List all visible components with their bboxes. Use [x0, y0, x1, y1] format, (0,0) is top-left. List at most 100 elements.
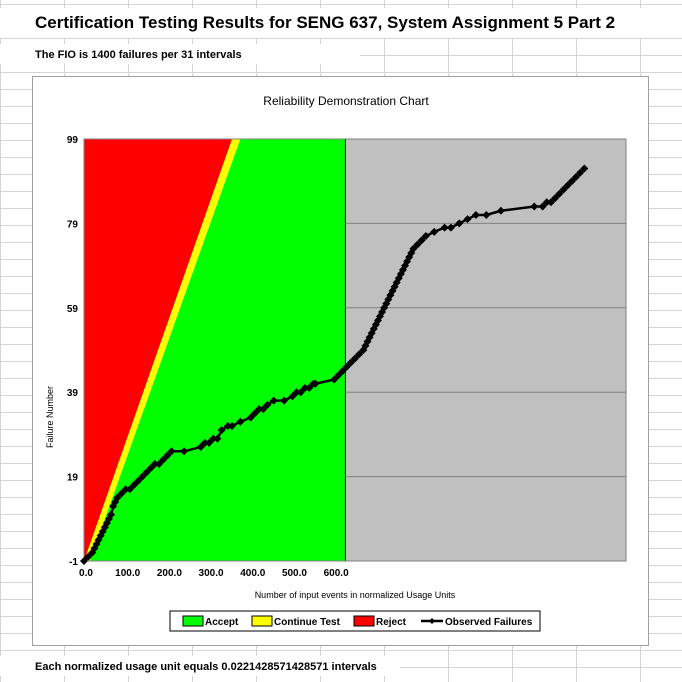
chart-title: Reliability Demonstration Chart: [263, 94, 429, 108]
observed-failure-point: [555, 189, 564, 198]
observed-failure-point: [551, 194, 560, 203]
observed-failure-point: [571, 172, 580, 181]
observed-failure-point: [471, 210, 480, 219]
observed-failure-point: [384, 295, 393, 304]
observed-failure-point: [538, 202, 547, 211]
legend: Accept Continue Test Reject Observed Failur…: [169, 610, 541, 632]
observed-failure-point: [90, 544, 99, 553]
observed-failure-point: [292, 388, 301, 397]
observed-failure-point: [155, 459, 164, 468]
observed-failure-point: [376, 312, 385, 321]
observed-failure-point: [440, 223, 449, 232]
observed-failure-point: [209, 434, 218, 443]
observed-failure-point: [236, 417, 245, 426]
title-cell-background: [0, 8, 682, 38]
legend-accept-label: Accept: [205, 617, 239, 628]
observed-failure-point: [255, 405, 264, 414]
y-tick-label: 39: [67, 388, 79, 399]
observed-failure-point: [355, 350, 364, 359]
observed-failure-point: [334, 371, 343, 380]
observed-failure-point: [455, 219, 464, 228]
observed-failure-point: [84, 552, 93, 561]
observed-failure-point: [259, 405, 268, 414]
x-tick-label: 300.0: [199, 568, 224, 579]
observed-failure-point: [580, 164, 589, 173]
legend-accept-swatch: [182, 615, 204, 627]
plot-border: [83, 138, 627, 562]
observed-failure-point: [142, 468, 151, 477]
observed-failure-point: [117, 489, 126, 498]
observed-failure-point: [223, 421, 232, 430]
observed-failure-point: [280, 396, 289, 405]
x-tick-label: 100.0: [115, 568, 140, 579]
observed-failure-point: [288, 392, 297, 401]
observed-failure-point: [496, 206, 505, 215]
legend-reject-label: Reject: [376, 617, 407, 628]
x-tick-label: 600.0: [324, 568, 349, 579]
observed-failure-point: [392, 278, 401, 287]
observed-failure-point: [305, 383, 314, 392]
observed-failure-point: [269, 396, 278, 405]
observed-failure-point: [296, 388, 305, 397]
observed-failure-point: [417, 236, 426, 245]
observed-failure-point: [263, 400, 272, 409]
observed-failure-point: [205, 438, 214, 447]
observed-failure-point: [138, 472, 147, 481]
legend-observed-failures-label: Observed Failures: [445, 617, 533, 628]
fio-note: The FIO is 1400 failures per 31 interval…: [35, 49, 242, 61]
observed-failure-point: [546, 198, 555, 207]
reliability-chart: Reliability Demonstration Chart -1 19 39 59…: [45, 94, 627, 632]
observed-failure-point: [530, 202, 539, 211]
footer-cell-background: [0, 656, 400, 676]
observed-failure-point: [159, 455, 168, 464]
continue-region: [84, 139, 241, 561]
observed-failure-point: [196, 443, 205, 452]
observed-failure-point: [563, 181, 572, 190]
observed-failure-point: [396, 270, 405, 279]
x-tick-label: 500.0: [282, 568, 307, 579]
x-tick-label: 400.0: [240, 568, 265, 579]
observed-failure-point: [121, 485, 130, 494]
y-tick-label: 59: [67, 304, 79, 315]
observed-failure-point: [380, 303, 389, 312]
observed-failure-point: [482, 210, 491, 219]
legend-reject-swatch: [353, 615, 375, 627]
y-tick-label: 19: [67, 473, 79, 484]
observed-failure-point: [213, 434, 222, 443]
observed-failure-point: [409, 244, 418, 253]
observed-failure-point: [180, 447, 189, 456]
page-title: Certification Testing Results for SENG 6…: [35, 13, 616, 32]
chart-panel[interactable]: Reliability Demonstration Chart -1 19 39 59…: [32, 76, 649, 646]
legend-continue-test-label: Continue Test: [274, 617, 341, 628]
y-tick-label: 79: [67, 219, 79, 230]
x-tick-label: 0.0: [79, 568, 93, 579]
observed-failure-point: [559, 185, 568, 194]
observed-failure-point: [413, 240, 422, 249]
footer-note: Each normalized usage unit equals 0.0221…: [35, 661, 377, 673]
reject-region: [84, 139, 233, 561]
observed-failure-point: [246, 413, 255, 422]
observed-failure-point: [576, 168, 585, 177]
observed-failure-point: [150, 459, 159, 468]
observed-failure-point: [342, 362, 351, 371]
observed-failure-point: [421, 232, 430, 241]
observed-failure-point: [163, 451, 172, 460]
observed-failure-point: [311, 379, 320, 388]
observed-failure-point: [567, 177, 576, 186]
observed-failure-point: [146, 464, 155, 473]
legend-observed-failures-marker: [429, 618, 435, 624]
observed-failure-point: [446, 223, 455, 232]
observed-failure-point: [228, 421, 237, 430]
observed-failure-point: [217, 426, 226, 435]
observed-failure-point: [338, 367, 347, 376]
observed-failure-point: [330, 375, 339, 384]
observed-failure-point: [98, 527, 107, 536]
observed-failure-point: [130, 481, 139, 490]
observed-failure-point: [430, 227, 439, 236]
y-tick-label: 99: [67, 135, 79, 146]
fio-cell-background: [0, 44, 360, 64]
observed-failure-point: [388, 286, 397, 295]
y-tick-label: -1: [69, 557, 78, 568]
observed-failure-point: [134, 476, 143, 485]
observed-failure-point: [80, 557, 88, 565]
